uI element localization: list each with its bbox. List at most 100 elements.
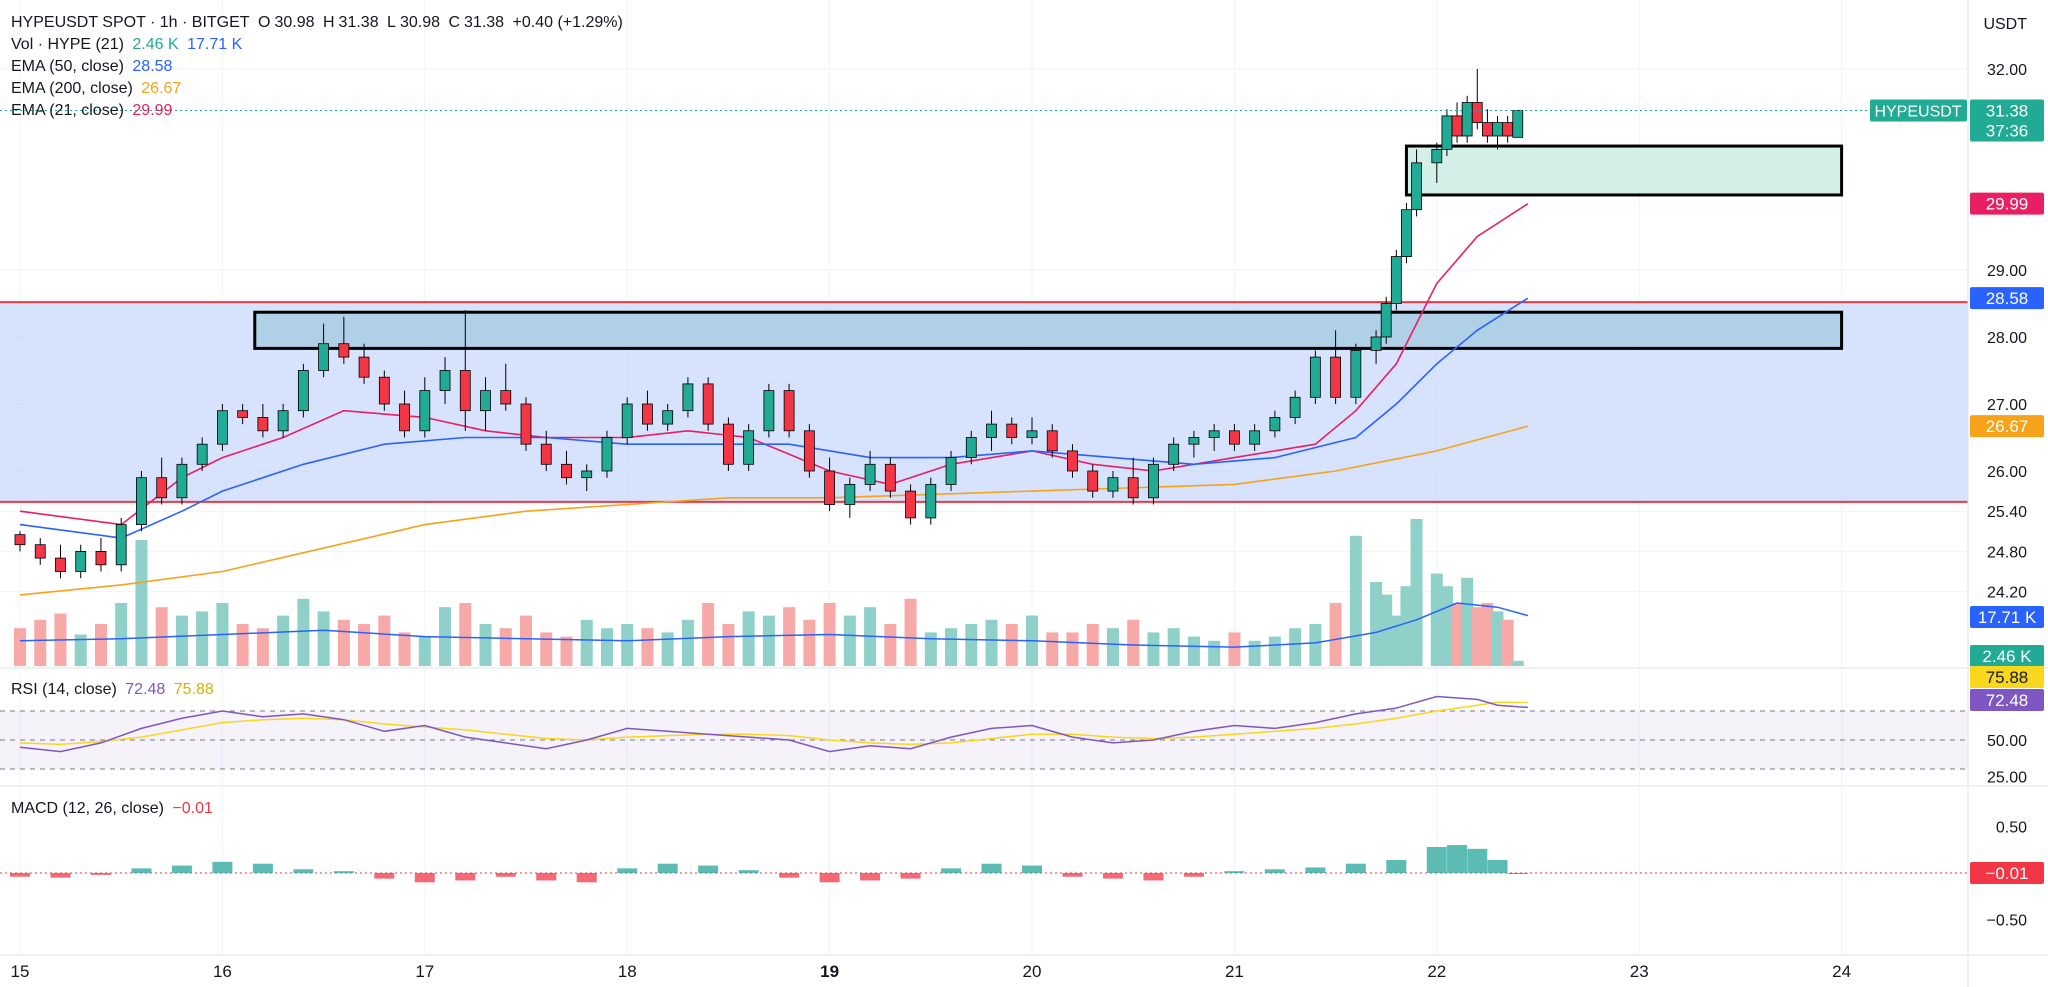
macd-badge-text: −0.01 (1985, 864, 2028, 883)
macd-legend[interactable]: MACD (12, 26, close) −0.01 (11, 798, 217, 820)
ema200-legend[interactable]: EMA (200, close) 26.67 (11, 78, 185, 100)
candle (1127, 457, 1139, 505)
candle-body (237, 410, 249, 418)
candle-body (1411, 162, 1422, 211)
macd-histogram-bar (374, 873, 395, 879)
volume-bar (74, 634, 87, 666)
candle (176, 457, 188, 505)
candle-body (1471, 102, 1483, 124)
macd-tick-label: 0.50 (1996, 820, 2027, 837)
candle (723, 417, 734, 471)
candle (136, 471, 147, 532)
rsi-legend[interactable]: RSI (14, close) 72.48 75.88 (11, 679, 218, 701)
macd-histogram-bar (1143, 873, 1164, 881)
last-price-badge-bg (1970, 99, 2044, 142)
volume-bar (762, 615, 775, 666)
volume-bar (1228, 632, 1241, 666)
candle (14, 531, 26, 552)
volume-bar (297, 598, 310, 666)
volume-bar (621, 624, 634, 666)
volume-bar (843, 615, 856, 666)
candle-body (662, 410, 674, 425)
volume-bar (14, 628, 26, 666)
candle (1350, 343, 1362, 404)
candle (55, 544, 66, 579)
volume-bar (1147, 632, 1160, 666)
macd-histogram-bar (1386, 859, 1407, 873)
candle-body (723, 423, 734, 465)
candle (540, 430, 552, 471)
candle-body (905, 490, 916, 519)
time-tick-label: 16 (213, 962, 232, 981)
candle (257, 404, 269, 438)
volume-bar (459, 603, 472, 666)
candle-body (1370, 336, 1382, 351)
volume-bar (1106, 628, 1119, 666)
ema50-badge-bg (1970, 287, 2044, 310)
candle-body (965, 437, 977, 459)
candle-body (297, 370, 309, 412)
price-tick-label: 26.00 (1987, 464, 2027, 481)
volume-bar (965, 624, 978, 666)
macd-histogram-bar (900, 873, 921, 879)
candle-body (75, 551, 87, 572)
candle-body (459, 370, 471, 412)
volume-bar (904, 598, 917, 666)
candle (1249, 424, 1261, 451)
macd-histogram-bar (212, 861, 233, 873)
volume-bar (924, 632, 937, 666)
macd-histogram-bar (819, 873, 840, 883)
macd-histogram-bar (941, 868, 962, 873)
candle-body (55, 557, 66, 572)
volume-value: 2.46 K (132, 36, 179, 53)
price-tick-label: 24.20 (1987, 585, 2027, 602)
rsi-ma-badge: 75.88 (1970, 666, 2044, 688)
candle (500, 363, 512, 411)
series-line (19, 425, 1529, 596)
macd-histogram-bar (131, 868, 152, 873)
volume-bar (1481, 603, 1494, 666)
candle-body (824, 470, 835, 505)
macd-value: −0.01 (172, 800, 213, 817)
volume-bar (600, 628, 613, 666)
volume-bar (358, 624, 371, 666)
ema21-label: EMA (21, close) (11, 102, 124, 119)
macd-histogram-bar (779, 873, 800, 878)
price-tick-label: 25.40 (1987, 504, 2027, 521)
candle (1512, 110, 1524, 138)
volume-bar (722, 624, 735, 666)
macd-label: MACD (12, 26, close) (11, 800, 164, 817)
volume-bar (196, 611, 209, 666)
candle-body (561, 463, 572, 479)
candle-body (338, 343, 350, 358)
ema50-legend[interactable]: EMA (50, close) 28.58 (11, 56, 176, 78)
ema21-legend[interactable]: EMA (21, close) 29.99 (11, 100, 176, 122)
candle (75, 544, 87, 579)
volume-bar (1491, 611, 1504, 666)
price-tick-label: 27.00 (1987, 397, 2027, 414)
macd-histogram-bar (293, 869, 314, 873)
rsi-pane (0, 695, 1968, 770)
volume-bar (1451, 603, 1464, 666)
volume-bar (1380, 594, 1393, 666)
candle (945, 450, 957, 492)
ema50-value: 28.58 (132, 58, 173, 75)
volume-bar (1511, 660, 1524, 666)
volume-bar (418, 636, 431, 666)
candle (378, 370, 390, 411)
low-value: 30.98 (399, 14, 440, 31)
candle (1309, 350, 1321, 404)
symbol-title: HYPEUSDT SPOT · 1h · BITGET (11, 14, 250, 31)
volume-bar (1461, 577, 1474, 666)
candle (1441, 109, 1453, 157)
candle (1380, 296, 1392, 344)
candle-body (399, 403, 410, 432)
candle-body (480, 390, 491, 412)
volume-label: Vol · HYPE (21) (11, 36, 124, 53)
candle-body (864, 463, 876, 485)
volume-legend[interactable]: Vol · HYPE (21) 2.46 K 17.71 K (11, 34, 246, 56)
candle-body (358, 356, 370, 378)
candle (1148, 457, 1159, 505)
macd-histogram-bar (495, 873, 516, 877)
